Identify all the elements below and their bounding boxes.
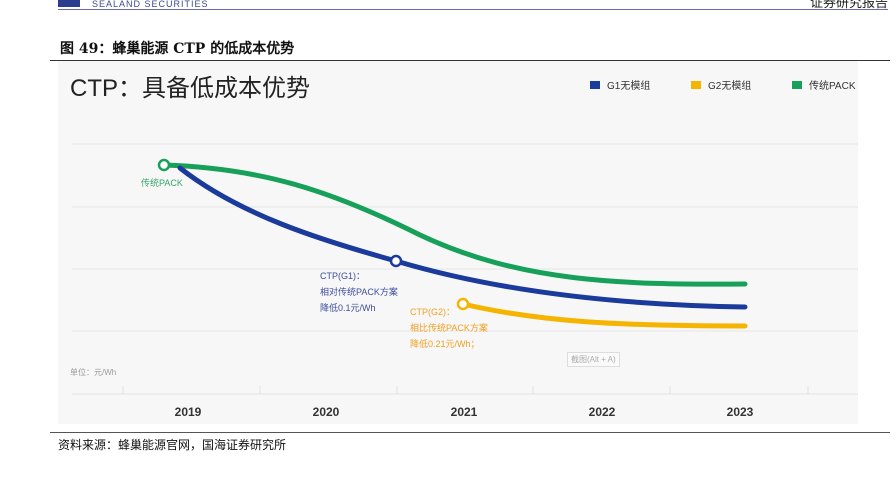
annotation-line: 降低0.1元/Wh [320,303,376,313]
screenshot-tooltip: 截图(Alt + A) [567,352,620,367]
annotation-g1: CTP(G1)： 相对传统PACK方案 降低0.1元/Wh [320,268,398,316]
annotation-line: CTP(G1)： [320,271,366,281]
chart-panel [58,61,858,424]
figure-source: 资料来源：蜂巢能源官网，国海证券研究所 [58,438,287,452]
chart-title: CTP：具备低成本优势 [70,75,310,102]
legend-label: G1无模组 [607,81,651,92]
legend-label: G2无模组 [708,81,752,92]
legend-swatch-pack [792,80,802,89]
logo-mark [58,0,80,7]
legend-swatch-g2 [691,80,701,89]
x-tick-label: 2023 [726,405,754,419]
series-line-g2 [460,301,748,329]
annotation-line: 降低0.21元/Wh； [410,339,480,349]
legend-item-g1: G1无模组 [590,77,650,92]
annotation-line: 相对传统PACK方案 [320,287,398,297]
data-point-g2 [456,297,470,311]
figure-title: 图 49：蜂巢能源 CTP 的低成本优势 [60,41,295,57]
series-line-pack [161,162,748,287]
annotation-g2: CTP(G2)： 相比传统PACK方案 降低0.21元/Wh； [410,304,488,352]
legend-label: 传统PACK [809,81,856,92]
annotation-line: CTP(G2)： [410,307,456,317]
data-point-g1 [389,254,403,268]
annotation-pack: 传统PACK [141,178,183,188]
header-report-label: 证券研究报告 [809,0,888,11]
title-divider [50,60,890,61]
x-tick-label: 2021 [450,405,478,419]
legend-item-g2: G2无模组 [691,77,751,92]
legend-swatch-g1 [590,80,600,89]
data-point-pack-start [157,158,171,172]
legend-item-pack: 传统PACK [792,77,856,92]
logo-text: SEALAND SECURITIES [92,0,209,9]
x-tick-label: 2020 [312,405,340,419]
annotation-line: 相比传统PACK方案 [410,323,488,333]
x-tick-label: 2022 [588,405,616,419]
header-divider [58,9,888,10]
x-tick-label: 2019 [174,405,202,419]
source-divider [50,432,890,433]
series-line-g1 [177,165,748,310]
unit-label: 单位：元/Wh [70,368,117,377]
